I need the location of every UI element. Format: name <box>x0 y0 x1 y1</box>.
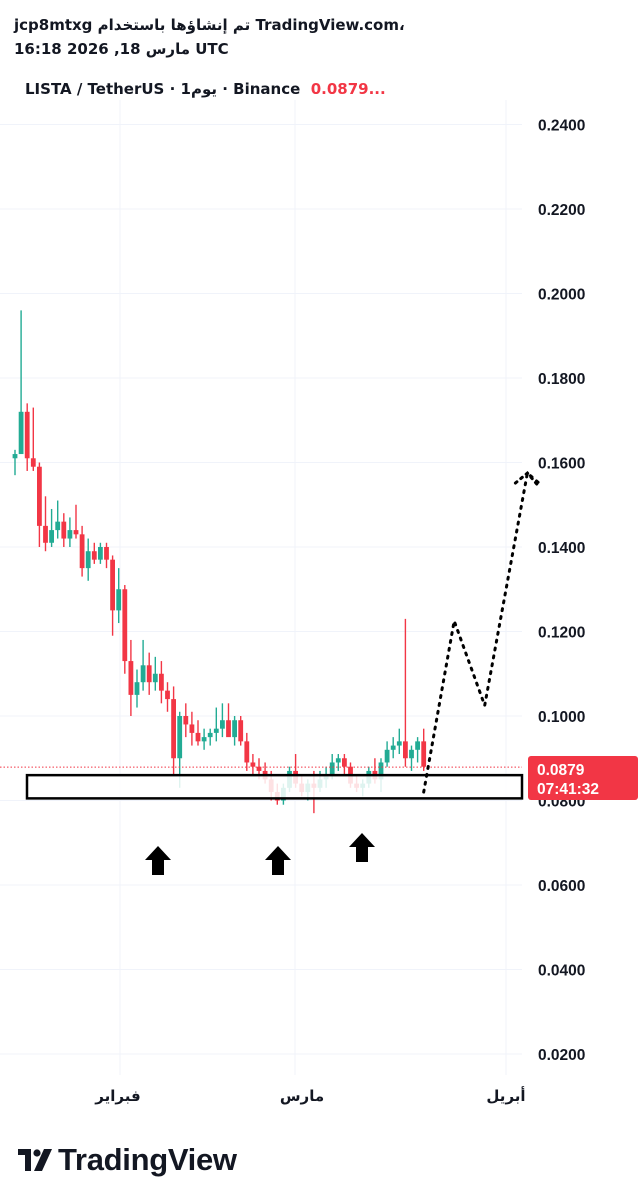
y-tick-label: 0.0400 <box>538 963 585 980</box>
candle-body <box>104 547 109 560</box>
y-tick-label: 0.1600 <box>538 456 585 473</box>
candle-body <box>146 665 152 683</box>
price-badge-value: 0.0879 <box>537 762 585 779</box>
candle-body <box>171 699 176 759</box>
candle-body <box>61 521 67 539</box>
price-chart[interactable]: 0.2400 0.2200 0.2000 0.1800 0.1600 0.1400 0.12… <box>0 0 642 1130</box>
separator: · <box>164 80 181 98</box>
candle-body <box>378 762 384 780</box>
candle-body <box>116 589 122 611</box>
candle-body <box>128 661 134 695</box>
candle-body <box>396 741 402 746</box>
chart-drawings <box>0 470 542 875</box>
candle-body <box>43 525 48 543</box>
timestamp-line: 16:18 2026 ,18 مارس UTC <box>14 40 229 58</box>
support-zone-box <box>25 773 524 800</box>
arrow-up-icon <box>349 833 375 862</box>
candle-body <box>67 530 73 539</box>
price-badge-bg <box>528 756 638 800</box>
candle-body <box>256 766 262 771</box>
price-badge-countdown: 07:41:32 <box>537 781 599 798</box>
projection-path <box>422 470 542 794</box>
candle-body <box>238 720 244 742</box>
arrow-up-icon <box>145 846 171 875</box>
candle-body <box>390 745 396 750</box>
candle-body <box>244 741 250 763</box>
y-tick-label: 0.2200 <box>538 202 585 219</box>
y-tick-label: 0.1200 <box>538 625 585 642</box>
candle-body <box>177 716 183 759</box>
candle-body <box>73 530 79 535</box>
price-axis: 0.2400 0.2200 0.2000 0.1800 0.1600 0.1400 0.12… <box>538 118 585 1065</box>
time-axis: فبراير مارس أبريل <box>94 1086 525 1105</box>
candle-body <box>232 720 237 738</box>
candle-body <box>220 720 225 729</box>
arrow-up-icon <box>265 846 291 875</box>
attribution-line: jcp8mtxg تم إنشاؤها باستخدام TradingView… <box>14 16 405 34</box>
candle-body <box>91 551 97 560</box>
candle-body <box>183 716 189 725</box>
candle-body <box>335 758 341 763</box>
candle-body <box>403 741 408 759</box>
y-tick-label: 0.1800 <box>538 371 585 388</box>
y-tick-label: 0.2000 <box>538 287 585 304</box>
candle-body <box>152 673 158 683</box>
x-tick-label: مارس <box>280 1087 324 1105</box>
candle-body <box>122 589 128 662</box>
candle-body <box>421 741 427 767</box>
price-badge: 0.0879 07:41:32 <box>528 756 638 800</box>
candle-body <box>213 728 219 733</box>
ellipsis: ... <box>368 80 386 98</box>
y-tick-label: 0.0200 <box>538 1047 585 1064</box>
candle-body <box>159 673 164 691</box>
exchange-label: Binance <box>233 80 301 98</box>
candle-body <box>165 690 170 700</box>
candle-body <box>250 762 256 767</box>
separator: · <box>216 80 234 98</box>
candle-body <box>409 749 414 759</box>
candle-body <box>384 749 390 763</box>
y-tick-label: 0.0600 <box>538 878 585 895</box>
y-tick-label: 0.2400 <box>538 118 585 135</box>
symbol-info-bar: LISTA / TetherUS · 1يوم · Binance 0.0879… <box>25 80 386 98</box>
candle-body <box>134 682 140 695</box>
projection-arrowhead <box>513 470 541 489</box>
interval-label: 1يوم <box>180 80 217 98</box>
candle-body <box>85 551 91 569</box>
candle-body <box>79 534 85 569</box>
candle-body <box>189 724 195 733</box>
candle-body <box>30 458 36 467</box>
tradingview-logo-icon <box>18 1149 52 1171</box>
last-price: 0.0879 <box>310 80 369 98</box>
y-tick-label: 0.1400 <box>538 540 585 557</box>
x-tick-label: أبريل <box>486 1086 525 1105</box>
candle-body <box>55 521 61 531</box>
candle-body <box>12 454 18 459</box>
x-tick-label: فبراير <box>94 1087 140 1105</box>
candle-body <box>140 665 146 683</box>
candle-body <box>201 737 207 742</box>
candle-body <box>207 732 213 738</box>
candle-body <box>329 762 335 776</box>
chart-grid <box>0 100 522 1075</box>
tradingview-logo-text: TradingView <box>58 1142 237 1177</box>
candle-body <box>415 741 420 750</box>
candles <box>12 310 427 814</box>
candle-body <box>24 411 30 459</box>
candle-body <box>226 720 231 738</box>
symbol-pair: LISTA / TetherUS <box>25 80 165 98</box>
candle-body <box>18 411 24 455</box>
candle-body <box>195 732 201 742</box>
candle-body <box>98 547 103 560</box>
tradingview-logo: TradingView <box>18 1142 237 1178</box>
candle-body <box>110 559 115 611</box>
candle-body <box>342 758 347 767</box>
candle-body <box>49 530 54 543</box>
y-tick-label: 0.1000 <box>538 709 585 726</box>
candle-body <box>37 466 42 526</box>
